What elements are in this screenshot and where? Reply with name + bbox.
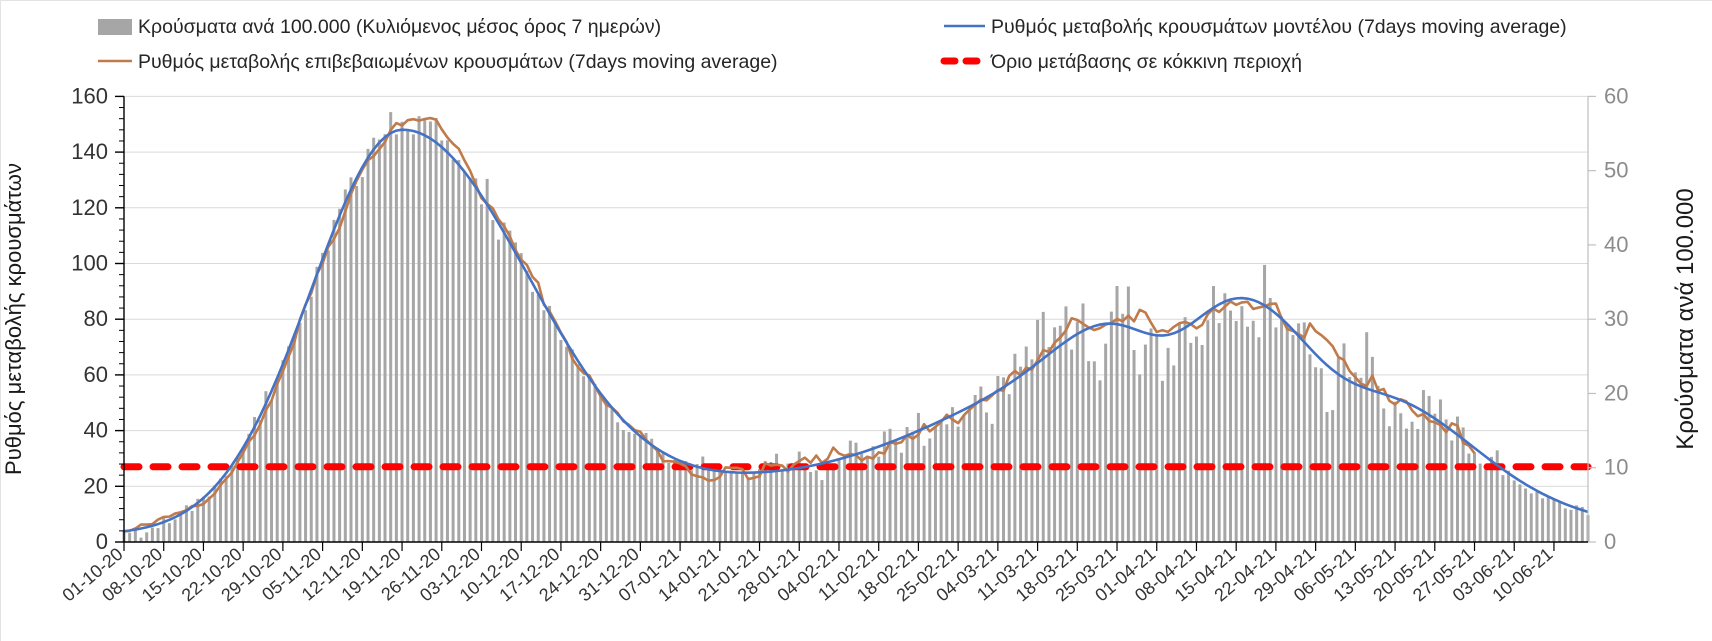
svg-text:20: 20 bbox=[84, 473, 108, 498]
svg-text:10: 10 bbox=[1604, 455, 1628, 480]
svg-text:50: 50 bbox=[1604, 158, 1628, 183]
svg-text:60: 60 bbox=[84, 362, 108, 387]
svg-text:20: 20 bbox=[1604, 380, 1628, 405]
svg-text:Κρούσματα ανά 100.000: Κρούσματα ανά 100.000 bbox=[1672, 188, 1699, 450]
svg-text:100: 100 bbox=[71, 251, 108, 276]
svg-text:Όριο μετάβασης σε κόκκινη περι: Όριο μετάβασης σε κόκκινη περιοχή bbox=[990, 51, 1302, 73]
svg-text:Ρυθμός μεταβολής κρουσμάτων: Ρυθμός μεταβολής κρουσμάτων bbox=[1, 163, 26, 475]
svg-text:40: 40 bbox=[1604, 232, 1628, 257]
svg-text:30: 30 bbox=[1604, 306, 1628, 331]
svg-text:120: 120 bbox=[71, 195, 108, 220]
svg-text:Κρούσματα ανά 100.000 (Κυλιόμε: Κρούσματα ανά 100.000 (Κυλιόμενος μέσος … bbox=[138, 16, 661, 38]
svg-text:140: 140 bbox=[71, 139, 108, 164]
svg-text:80: 80 bbox=[84, 306, 108, 331]
svg-text:160: 160 bbox=[71, 83, 108, 108]
svg-text:60: 60 bbox=[1604, 83, 1628, 108]
svg-text:0: 0 bbox=[1604, 529, 1616, 554]
svg-text:Ρυθμός μεταβολής επιβεβαιωμένω: Ρυθμός μεταβολής επιβεβαιωμένων κρουσμάτ… bbox=[138, 51, 778, 73]
svg-text:40: 40 bbox=[84, 418, 108, 443]
svg-text:Ρυθμός μεταβολής κρουσμάτων μο: Ρυθμός μεταβολής κρουσμάτων μοντέλου (7d… bbox=[991, 16, 1567, 38]
